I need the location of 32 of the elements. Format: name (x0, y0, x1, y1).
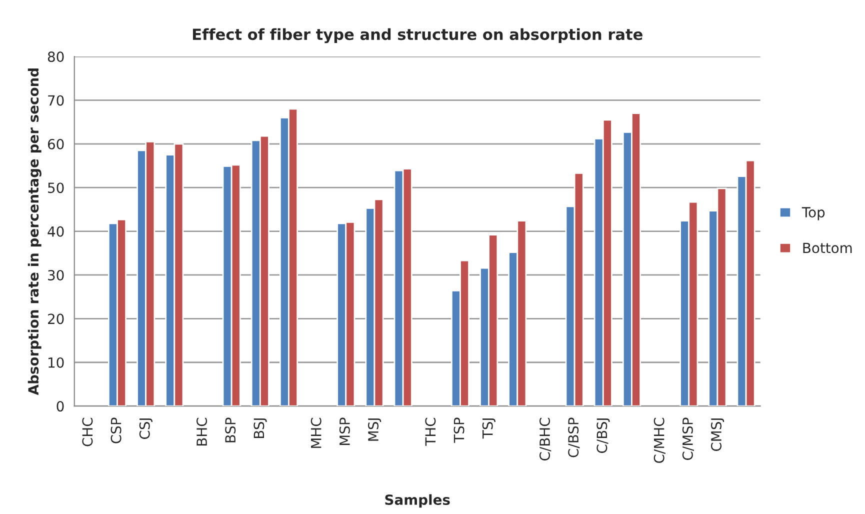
x-tick-label: BHC (196, 418, 208, 446)
x-tick-label: C/BHC (540, 418, 552, 460)
y-tick-label: 70 (48, 95, 64, 106)
x-tick-label: BSP (225, 418, 236, 442)
y-tick-label: 0 (56, 401, 64, 412)
x-tick-label: C/BSJ (596, 418, 610, 453)
x-tick-label: TSP (454, 418, 464, 443)
legend-label: Bottom (803, 242, 852, 254)
legend-label: Top (802, 207, 825, 220)
x-tick-label: THC (425, 418, 436, 446)
y-tick-label: 10 (48, 357, 64, 368)
y-tick-label: 60 (48, 138, 64, 150)
x-tick-label: TSJ (482, 418, 496, 439)
x-tick-label: MHC (310, 418, 322, 448)
y-tick-label: 40 (48, 226, 64, 237)
x-tick-label: CSJ (139, 418, 152, 440)
y-tick-label: 30 (48, 270, 64, 280)
y-tick-label: 50 (48, 182, 64, 194)
y-axis-title: Absorption rate in percentage per second (28, 68, 42, 396)
x-axis-title: Samples (385, 494, 450, 508)
x-tick-label: C/BSP (568, 418, 580, 458)
x-tick-label: MSJ (368, 418, 382, 441)
x-tick-label: CSP (110, 418, 122, 444)
x-tick-label: CMSJ (710, 418, 724, 451)
x-tick-label: BSJ (254, 418, 267, 438)
x-tick-label: C/MSP (682, 418, 694, 460)
x-tick-label: CHC (82, 418, 93, 446)
x-tick-label: MSP (339, 418, 350, 445)
chart-title: Effect of fiber type and structure on absorption rate (192, 28, 642, 44)
y-tick-label: 20 (48, 314, 64, 324)
y-tick-label: 80 (48, 52, 64, 62)
x-tick-label: C/MHC (654, 418, 666, 463)
